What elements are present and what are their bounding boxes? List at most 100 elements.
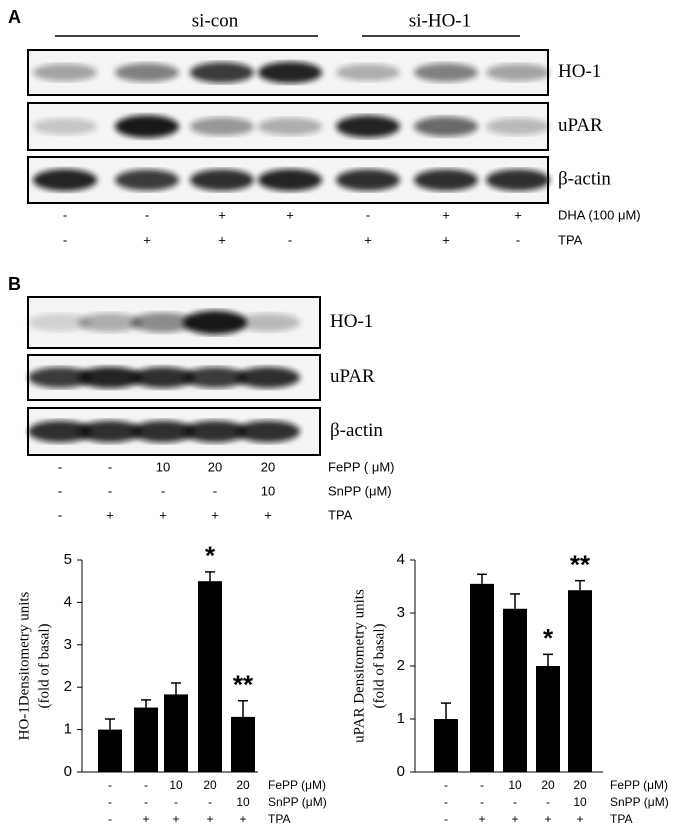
treatment-label: SnPP (μM) [268,795,327,809]
treatment-value: + [478,812,485,826]
y-tick-label: 1 [397,710,405,727]
treatment-value: - [108,483,112,498]
y-tick-label: 4 [64,593,72,610]
band [78,366,142,389]
band [190,62,254,83]
band [28,420,92,443]
treatment-value: + [239,812,246,826]
treatment-value: + [159,507,167,522]
bar [231,716,255,772]
treatment-value: + [576,812,583,826]
treatment-value: - [208,795,212,809]
treatment-value: - [58,483,62,498]
band [190,117,254,136]
blot-label: uPAR [330,366,375,387]
treatment-value: - [444,778,448,792]
treatment-value: + [218,232,226,247]
treatment-value: 10 [261,483,275,498]
treatment-label: FePP ( μM) [328,459,394,474]
treatment-label: SnPP (μM) [610,795,669,809]
y-tick-label: 4 [397,551,405,568]
treatment-value: - [213,483,217,498]
band [258,117,322,136]
band [236,313,300,332]
bar [568,590,592,772]
bar [470,583,494,772]
blot-label: HO-1 [558,61,601,82]
treatment-value: 20 [573,778,587,792]
significance: ** [570,550,591,580]
blot-label: β-actin [558,168,611,189]
treatment-value: + [442,207,450,222]
treatment-value: - [58,459,62,474]
panel-label: A [8,7,21,27]
band [78,313,142,332]
y-tick-label: 1 [64,721,72,738]
bar [198,581,222,772]
blot-label: β-actin [330,420,383,441]
treatment-value: + [142,812,149,826]
treatment-value: - [108,459,112,474]
bar [98,729,122,772]
treatment-value: - [58,507,62,522]
treatment-value: - [108,795,112,809]
y-tick-label: 0 [64,763,72,780]
treatment-value: 10 [156,459,170,474]
treatment-value: - [513,795,517,809]
band [131,420,195,443]
treatment-value: + [286,207,294,222]
panel-label: B [8,274,21,294]
y-tick-label: 2 [397,657,405,674]
treatment-value: + [364,232,372,247]
treatment-value: - [145,207,149,222]
bar [536,666,560,772]
treatment-value: + [206,812,213,826]
treatment-value: 20 [261,459,275,474]
treatment-value: 10 [169,778,183,792]
band [183,367,247,388]
treatment-value: 20 [208,459,222,474]
band [183,310,247,335]
band [414,169,478,191]
treatment-value: + [514,207,522,222]
band [115,115,179,138]
treatment-label: SnPP (μM) [328,483,392,498]
band [131,366,195,389]
treatment-label: FePP (μM) [268,778,326,792]
band [258,169,322,191]
band [115,169,179,191]
treatment-value: + [544,812,551,826]
band [33,63,97,82]
blot-label: uPAR [558,115,603,136]
treatment-value: - [161,483,165,498]
bar [134,707,158,772]
significance: ** [233,670,254,700]
treatment-value: - [288,232,292,247]
treatment-value: - [516,232,520,247]
band [78,420,142,443]
treatment-value: - [366,207,370,222]
treatment-label: TPA [610,812,632,826]
treatment-value: - [63,207,67,222]
significance: * [543,623,554,653]
band [115,63,179,82]
y-axis-label: HO-1Densitometry units [16,591,32,740]
band [131,312,195,333]
treatment-value: - [63,232,67,247]
treatment-value: 20 [236,778,250,792]
treatment-value: + [218,207,226,222]
treatment-value: 20 [541,778,555,792]
blot-label: HO-1 [330,311,373,332]
band [486,117,550,136]
group-label: si-con [192,10,239,31]
treatment-label: DHA (100 μM) [558,207,641,222]
bar [434,719,458,772]
y-tick-label: 3 [64,636,72,653]
treatment-value: + [211,507,219,522]
treatment-value: 20 [203,778,217,792]
band [336,64,400,81]
y-tick-label: 0 [397,763,405,780]
y-tick-label: 2 [64,678,72,695]
treatment-value: + [143,232,151,247]
y-axis-label: (fold of basal) [36,624,52,709]
